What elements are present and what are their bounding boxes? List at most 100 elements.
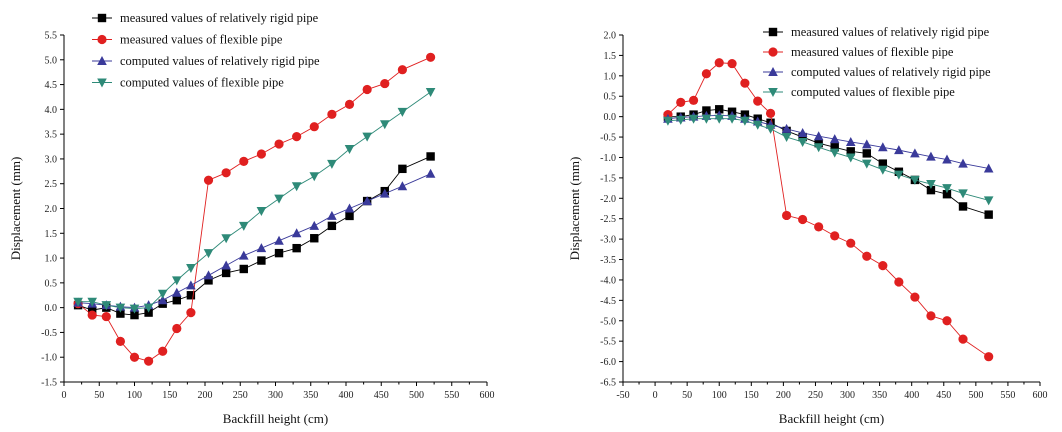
y-tick-label: 2.5: [45, 179, 58, 190]
data-point: [203, 270, 214, 280]
legend-label: measured values of flexible pipe: [120, 33, 283, 47]
y-tick-label: -6.5: [600, 378, 616, 389]
data-point: [846, 147, 855, 156]
data-point: [798, 132, 807, 142]
data-point: [797, 127, 808, 137]
legend-marker: [97, 56, 107, 65]
data-point: [172, 287, 182, 297]
data-point: [345, 211, 354, 221]
legend-label: measured values of flexible pipe: [791, 45, 954, 59]
data-point: [172, 323, 182, 334]
x-tick-label: -50: [616, 390, 629, 401]
y-tick-label: -5.5: [600, 337, 616, 348]
data-point: [129, 352, 140, 362]
data-point: [379, 120, 390, 130]
data-point: [753, 96, 763, 106]
data-point: [926, 185, 936, 195]
x-tick-label: 250: [233, 390, 248, 401]
x-tick-label: 200: [198, 390, 213, 401]
data-point: [781, 123, 792, 133]
legend-label: computed values of flexible pipe: [120, 76, 284, 90]
series-line: [78, 173, 431, 309]
data-point: [926, 311, 936, 321]
y-tick-label: 1.0: [604, 71, 617, 82]
data-point: [894, 170, 904, 180]
legend-label: computed values of relatively rigid pipe: [120, 54, 320, 68]
y-tick-label: 5.5: [45, 31, 58, 42]
data-point: [397, 65, 407, 75]
data-point: [115, 303, 126, 313]
data-point: [715, 105, 724, 114]
series-line: [77, 56, 431, 362]
y-tick-label: 0.0: [604, 112, 617, 123]
y-axis-title: Displacement (mm): [8, 157, 23, 261]
legend-marker: [97, 78, 107, 88]
data-point: [814, 138, 823, 148]
data-point: [274, 139, 284, 149]
data-point: [688, 95, 699, 105]
x-tick-label: 50: [682, 390, 692, 401]
data-point: [204, 276, 213, 285]
data-point: [292, 132, 302, 142]
y-tick-label: -5.0: [600, 316, 616, 327]
data-point: [714, 58, 724, 68]
legend-marker: [768, 27, 778, 37]
data-point: [829, 148, 840, 158]
data-point: [362, 132, 372, 142]
data-point: [958, 158, 968, 168]
data-point: [327, 109, 337, 119]
data-point: [813, 143, 824, 153]
data-point: [781, 133, 792, 143]
data-point: [846, 238, 856, 248]
x-tick-label: 450: [374, 390, 389, 401]
series-line: [667, 62, 989, 358]
data-point: [688, 114, 699, 124]
legend-marker: [768, 67, 778, 76]
data-point: [910, 175, 920, 185]
data-point: [765, 124, 776, 134]
data-point: [186, 308, 196, 318]
y-tick-label: 0.5: [604, 92, 617, 103]
data-point: [398, 164, 407, 174]
x-tick-label: 100: [127, 390, 142, 401]
data-point: [878, 142, 888, 152]
x-tick-label: 350: [872, 390, 887, 401]
x-tick-label: 400: [339, 390, 354, 401]
data-point: [327, 221, 337, 231]
data-point: [186, 263, 196, 273]
data-point: [830, 231, 840, 241]
x-tick-label: 600: [1033, 390, 1048, 401]
data-point: [862, 149, 871, 158]
x-axis-title: Backfill height (cm): [223, 411, 328, 426]
chart-left: 0 50 100 150 200 250 300 350 400 450 500 550 600 -1.5…: [8, 11, 495, 426]
data-point: [291, 182, 302, 192]
data-point: [958, 202, 968, 211]
y-tick-label: -1.0: [600, 153, 616, 164]
data-point: [87, 310, 97, 320]
series-line: [667, 114, 989, 169]
data-point: [426, 152, 435, 161]
data-point: [221, 168, 231, 178]
y-tick-label: 4.0: [45, 105, 58, 116]
data-point: [878, 159, 888, 168]
data-point: [238, 250, 249, 260]
y-tick-label: -1.5: [600, 173, 616, 184]
data-point: [362, 196, 372, 206]
data-point: [702, 106, 711, 115]
data-point: [101, 301, 112, 311]
data-point: [894, 145, 904, 155]
data-point: [830, 143, 839, 152]
y-tick-label: 2.0: [604, 31, 617, 42]
data-point: [257, 256, 266, 265]
data-point: [701, 69, 712, 79]
data-point: [425, 168, 436, 178]
data-point: [380, 78, 390, 89]
series-line: [77, 156, 431, 316]
data-point: [740, 116, 750, 126]
data-point: [781, 210, 792, 221]
y-tick-label: 2.0: [45, 204, 58, 215]
y-tick-label: -6.0: [600, 357, 616, 368]
data-point: [798, 214, 808, 225]
data-point: [861, 139, 872, 149]
y-tick-label: 0.5: [45, 278, 58, 289]
